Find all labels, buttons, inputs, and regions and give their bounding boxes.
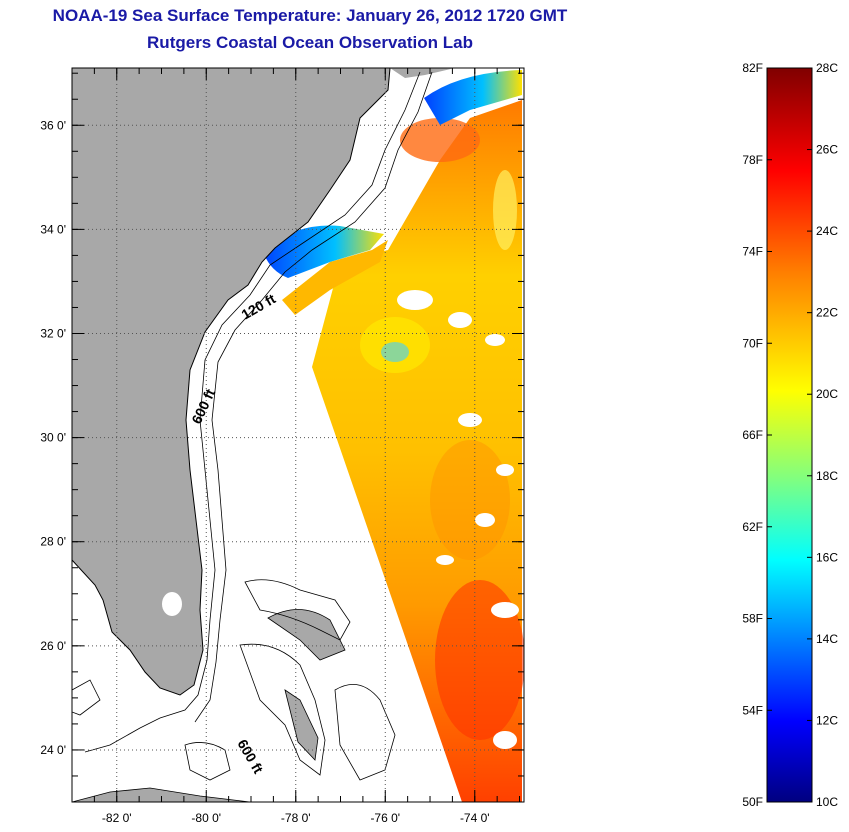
lat-tick-label: 36 0': [40, 118, 66, 132]
contour-label-120ft: 120 ft: [239, 290, 279, 322]
colorbar-f-label: 66F: [742, 428, 763, 442]
colorbar-f-label: 82F: [742, 61, 763, 75]
colorbar-c-label: 18C: [816, 469, 838, 483]
lon-tick-label: -80 0': [191, 811, 221, 825]
colorbar-gradient: [766, 67, 813, 803]
colorbar-c-label: 12C: [816, 713, 838, 727]
axis-ticks: [72, 68, 524, 802]
lat-tick-label: 32 0': [40, 326, 66, 340]
colorbar-celsius-labels: 28C 26C 24C 22C 20C 18C 16C 14C 12C 10C: [807, 61, 838, 809]
lat-tick-label: 28 0': [40, 535, 66, 549]
colorbar-f-label: 50F: [742, 795, 763, 809]
lat-tick-label: 30 0': [40, 431, 66, 445]
map-frame: [71, 67, 525, 803]
lat-lon-grid: [72, 68, 524, 802]
colorbar-f-label: 58F: [742, 612, 763, 626]
longitude-labels: -82 0' -80 0' -78 0' -76 0' -74 0': [102, 811, 490, 825]
colorbar-c-label: 22C: [816, 306, 838, 320]
sst-swath: [262, 70, 524, 802]
latitude-labels: 24 0' 26 0' 28 0' 30 0' 32 0' 34 0' 36 0': [40, 118, 66, 757]
lat-tick-label: 34 0': [40, 222, 66, 236]
colorbar-c-label: 10C: [816, 795, 838, 809]
colorbar-f-label: 74F: [742, 245, 763, 259]
map-title: NOAA-19 Sea Surface Temperature: January…: [52, 6, 568, 25]
colorbar-f-label: 70F: [742, 336, 763, 350]
lon-tick-label: -76 0': [370, 811, 400, 825]
colorbar: 82F 78F 74F 70F 66F 62F 58F 54F 50F 28C 26C 24C 22C…: [742, 61, 838, 809]
colorbar-c-label: 24C: [816, 224, 838, 238]
colorbar-c-label: 28C: [816, 61, 838, 75]
colorbar-c-label: 26C: [816, 143, 838, 157]
lon-tick-label: -78 0': [281, 811, 311, 825]
colorbar-c-label: 14C: [816, 632, 838, 646]
lon-tick-label: -82 0': [102, 811, 132, 825]
colorbar-c-label: 16C: [816, 550, 838, 564]
lat-tick-label: 24 0': [40, 743, 66, 757]
map-subtitle: Rutgers Coastal Ocean Observation Lab: [147, 33, 473, 52]
colorbar-f-label: 54F: [742, 703, 763, 717]
lon-tick-label: -74 0': [460, 811, 490, 825]
colorbar-f-label: 62F: [742, 520, 763, 534]
contour-label-600ft-south: 600 ft: [234, 737, 266, 777]
colorbar-fahrenheit-labels: 82F 78F 74F 70F 66F 62F 58F 54F 50F: [742, 61, 772, 809]
colorbar-f-label: 78F: [742, 153, 763, 167]
bathymetry-contours: [72, 71, 433, 781]
colorbar-c-label: 20C: [816, 387, 838, 401]
lat-tick-label: 26 0': [40, 639, 66, 653]
